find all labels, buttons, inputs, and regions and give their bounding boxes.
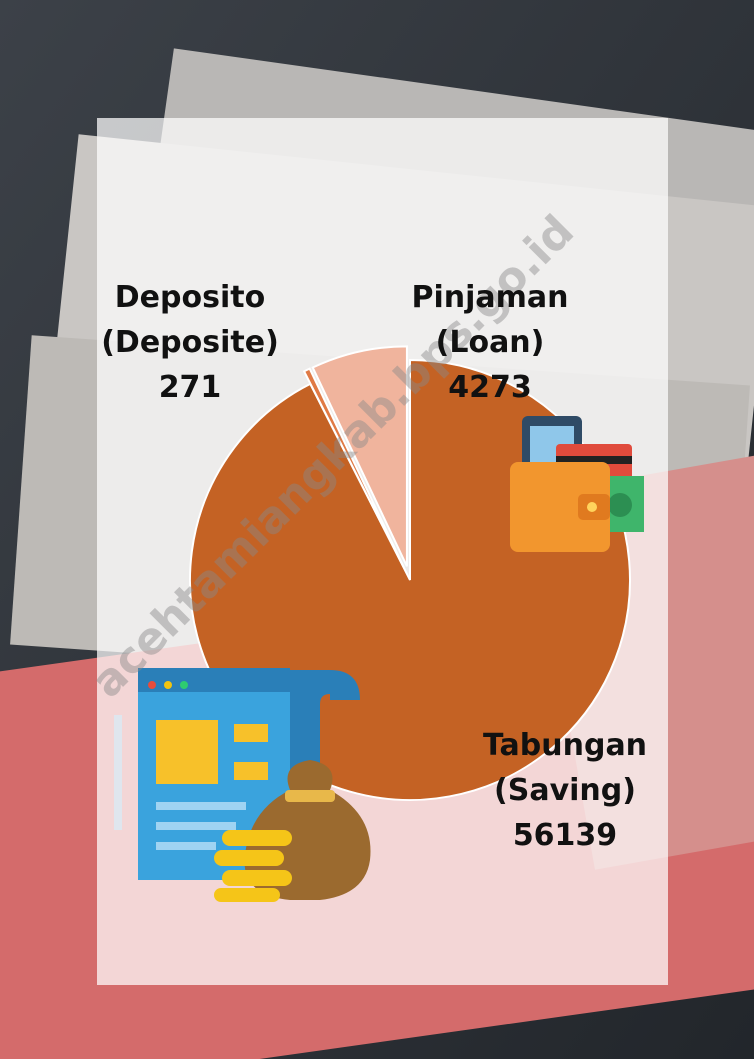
slice-name: Deposito bbox=[115, 280, 265, 315]
slice-translation: (Deposite) bbox=[101, 325, 279, 360]
slice-name: Tabungan bbox=[483, 728, 647, 763]
pie-slice bbox=[302, 367, 405, 568]
wallet-icon bbox=[510, 416, 644, 552]
slice-value: 271 bbox=[159, 370, 222, 405]
slice-value: 56139 bbox=[513, 818, 617, 853]
report-icon bbox=[114, 668, 371, 902]
slice-translation: (Loan) bbox=[436, 325, 545, 360]
slice-value: 4273 bbox=[448, 370, 532, 405]
labels: Tabungan (Saving) 56139 Deposito (Deposite) 2… bbox=[101, 280, 647, 853]
slice-translation: (Saving) bbox=[494, 773, 636, 808]
slice-name: Pinjaman bbox=[411, 280, 568, 315]
pie-slice bbox=[311, 345, 408, 567]
